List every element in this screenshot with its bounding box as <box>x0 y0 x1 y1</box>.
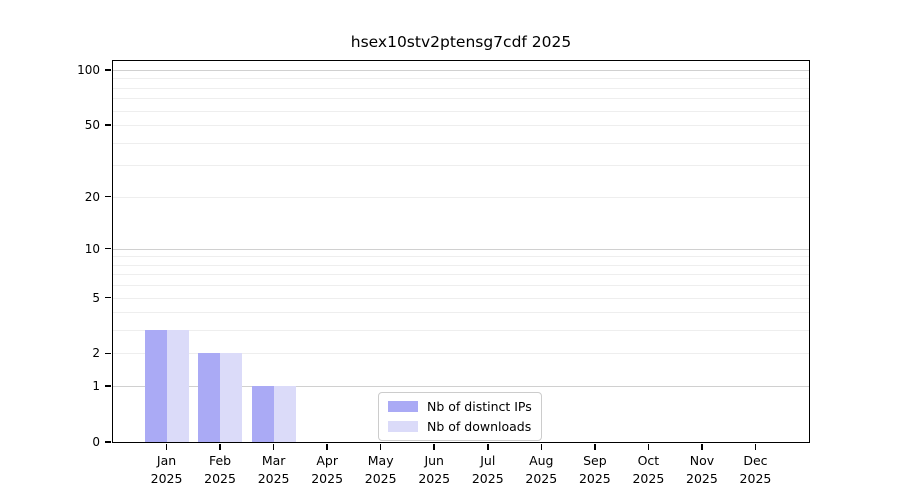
legend-label-downloads: Nb of downloads <box>427 419 532 434</box>
x-tick-mark <box>594 444 596 450</box>
y-tick-label: 2 <box>92 346 100 361</box>
legend: Nb of distinct IPs Nb of downloads <box>378 392 542 441</box>
minor-gridline <box>113 297 809 299</box>
bar-downloads-feb <box>220 353 243 442</box>
legend-entry-downloads: Nb of downloads <box>388 419 532 434</box>
x-tick-mark <box>379 444 382 450</box>
minor-gridline <box>113 125 809 127</box>
gridlines-layer <box>113 61 809 442</box>
x-tick-label: Jul 2025 <box>471 453 504 486</box>
y-tick-mark <box>105 352 111 355</box>
major-gridline <box>113 248 809 250</box>
x-tick-mark <box>754 444 757 450</box>
x-tick-label: Dec 2025 <box>739 453 772 486</box>
x-tick-mark <box>165 444 168 450</box>
minor-gridline <box>113 87 809 89</box>
minor-gridline <box>113 98 809 100</box>
x-tick-mark <box>272 444 275 450</box>
x-tick-label: Sep 2025 <box>578 453 611 486</box>
y-tick-mark <box>105 195 111 198</box>
x-tick-label: Jun 2025 <box>418 453 451 486</box>
x-tick-label: Feb 2025 <box>204 453 236 486</box>
x-axis: Jan 2025 Feb 2025 Mar 2025 Apr 2025 May 2025 Jun 20… <box>113 61 809 486</box>
legend-entry-distinct-ips: Nb of distinct IPs <box>388 399 532 414</box>
x-tick-mark <box>219 444 221 450</box>
bars-layer <box>113 61 809 442</box>
x-tick-mark <box>487 444 489 450</box>
bar-downloads-jan <box>166 330 189 442</box>
minor-gridline <box>113 312 809 314</box>
bar-downloads-mar <box>273 386 296 442</box>
y-tick-label: 10 <box>84 241 100 256</box>
x-tick-mark <box>701 444 703 450</box>
y-tick-mark <box>105 385 111 387</box>
x-tick-mark <box>540 444 543 450</box>
major-gridline <box>113 70 809 72</box>
minor-gridline <box>113 353 809 355</box>
minor-gridline <box>113 274 809 276</box>
x-tick-mark <box>326 444 328 450</box>
x-tick-label: May 2025 <box>364 453 397 486</box>
legend-swatch-downloads <box>388 421 418 432</box>
minor-gridline <box>113 330 809 332</box>
x-tick-label: Nov 2025 <box>686 453 718 486</box>
y-tick-label: 50 <box>84 118 100 133</box>
bar-distinct-ips-mar <box>251 386 274 442</box>
minor-gridline <box>113 285 809 287</box>
bar-distinct-ips-feb <box>198 353 221 442</box>
y-tick-label: 20 <box>84 189 100 204</box>
chart-title: hsex10stv2ptensg7cdf 2025 <box>350 33 572 51</box>
y-tick-mark <box>105 69 111 71</box>
minor-gridline <box>113 165 809 167</box>
major-gridline <box>113 386 809 388</box>
legend-swatch-distinct-ips <box>388 401 418 412</box>
x-tick-label: Apr 2025 <box>311 453 344 486</box>
y-tick-mark <box>105 247 111 250</box>
y-tick-mark <box>105 441 111 443</box>
x-tick-mark <box>433 444 435 450</box>
y-tick-label: 0 <box>92 435 100 449</box>
minor-gridline <box>113 78 809 80</box>
x-tick-label: Mar 2025 <box>257 453 290 486</box>
minor-gridline <box>113 264 809 266</box>
y-tick-mark <box>105 124 111 126</box>
minor-gridline <box>113 110 809 112</box>
minor-gridline <box>113 256 809 258</box>
y-tick-label: 5 <box>92 290 100 305</box>
minor-gridline <box>113 142 809 144</box>
legend-label-distinct-ips: Nb of distinct IPs <box>427 399 532 414</box>
x-tick-label: Oct 2025 <box>632 453 665 486</box>
y-axis: 0 1 2 5 10 20 50 100 <box>77 61 809 449</box>
x-tick-label: Aug 2025 <box>525 453 558 486</box>
bar-distinct-ips-jan <box>144 330 167 442</box>
plot-area: 0 1 2 5 10 20 50 100 Jan 2025 Feb 2025 Mar 2025 Apr 20… <box>77 60 810 486</box>
minor-gridline <box>113 196 809 198</box>
y-tick-mark <box>105 296 111 299</box>
y-tick-label: 100 <box>77 63 100 78</box>
x-tick-label: Jan 2025 <box>150 453 183 486</box>
y-tick-label: 1 <box>92 379 100 394</box>
x-tick-mark <box>647 444 650 450</box>
